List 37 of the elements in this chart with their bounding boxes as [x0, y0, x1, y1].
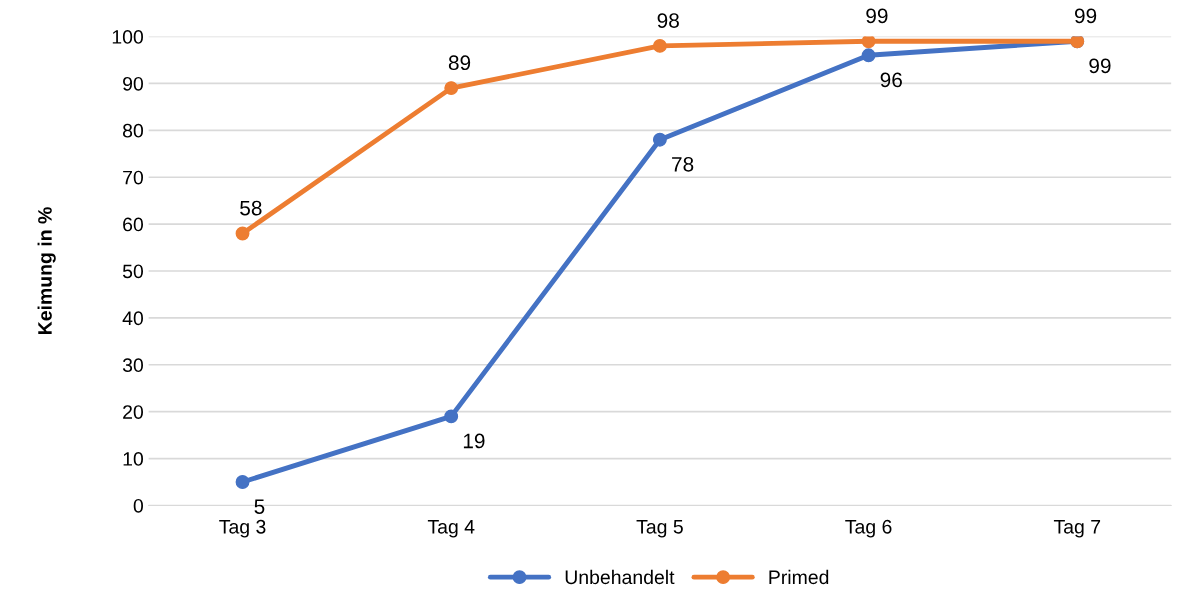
y-tick-label: 80	[122, 123, 144, 138]
y-axis-title: Keimung in %	[37, 207, 56, 334]
data-label: 98	[657, 13, 679, 28]
data-label: 58	[240, 200, 262, 216]
y-tick-label: 90	[123, 76, 144, 91]
y-tick-label: 50	[122, 264, 144, 279]
y-tick-label: 0	[133, 498, 143, 513]
point	[444, 409, 459, 424]
point	[652, 38, 667, 53]
point	[444, 81, 459, 96]
legend-label: Unbehandelt	[565, 569, 675, 585]
data-label: 99	[1074, 8, 1097, 24]
y-tick-label: 10	[123, 452, 144, 466]
x-tick-label: Tag 4	[427, 520, 475, 538]
data-label: 89	[448, 55, 471, 71]
x-tick-label: Tag 6	[845, 519, 892, 538]
x-tick-label: Tag 5	[636, 520, 683, 538]
point	[235, 226, 250, 241]
y-tick-label: 30	[122, 358, 144, 373]
x-tick-label: Tag 3	[219, 519, 266, 538]
point	[861, 48, 876, 63]
y-tick-label: 60	[123, 217, 144, 232]
data-label: 96	[880, 72, 902, 88]
y-tick-label: 100	[112, 30, 144, 44]
point	[861, 36, 876, 49]
point	[652, 132, 667, 147]
y-tick-label: 20	[123, 405, 144, 419]
data-label: 19	[463, 433, 485, 449]
data-label: 78	[672, 156, 694, 172]
y-tick-label: 40	[122, 311, 144, 326]
y-tick-label: 70	[123, 170, 144, 185]
data-label: 5	[254, 499, 265, 514]
point	[235, 475, 250, 489]
data-label: 99	[866, 8, 888, 24]
data-label: 99	[1089, 58, 1111, 74]
legend-label: Primed	[769, 569, 829, 585]
x-tick-label: Tag 7	[1053, 520, 1101, 538]
